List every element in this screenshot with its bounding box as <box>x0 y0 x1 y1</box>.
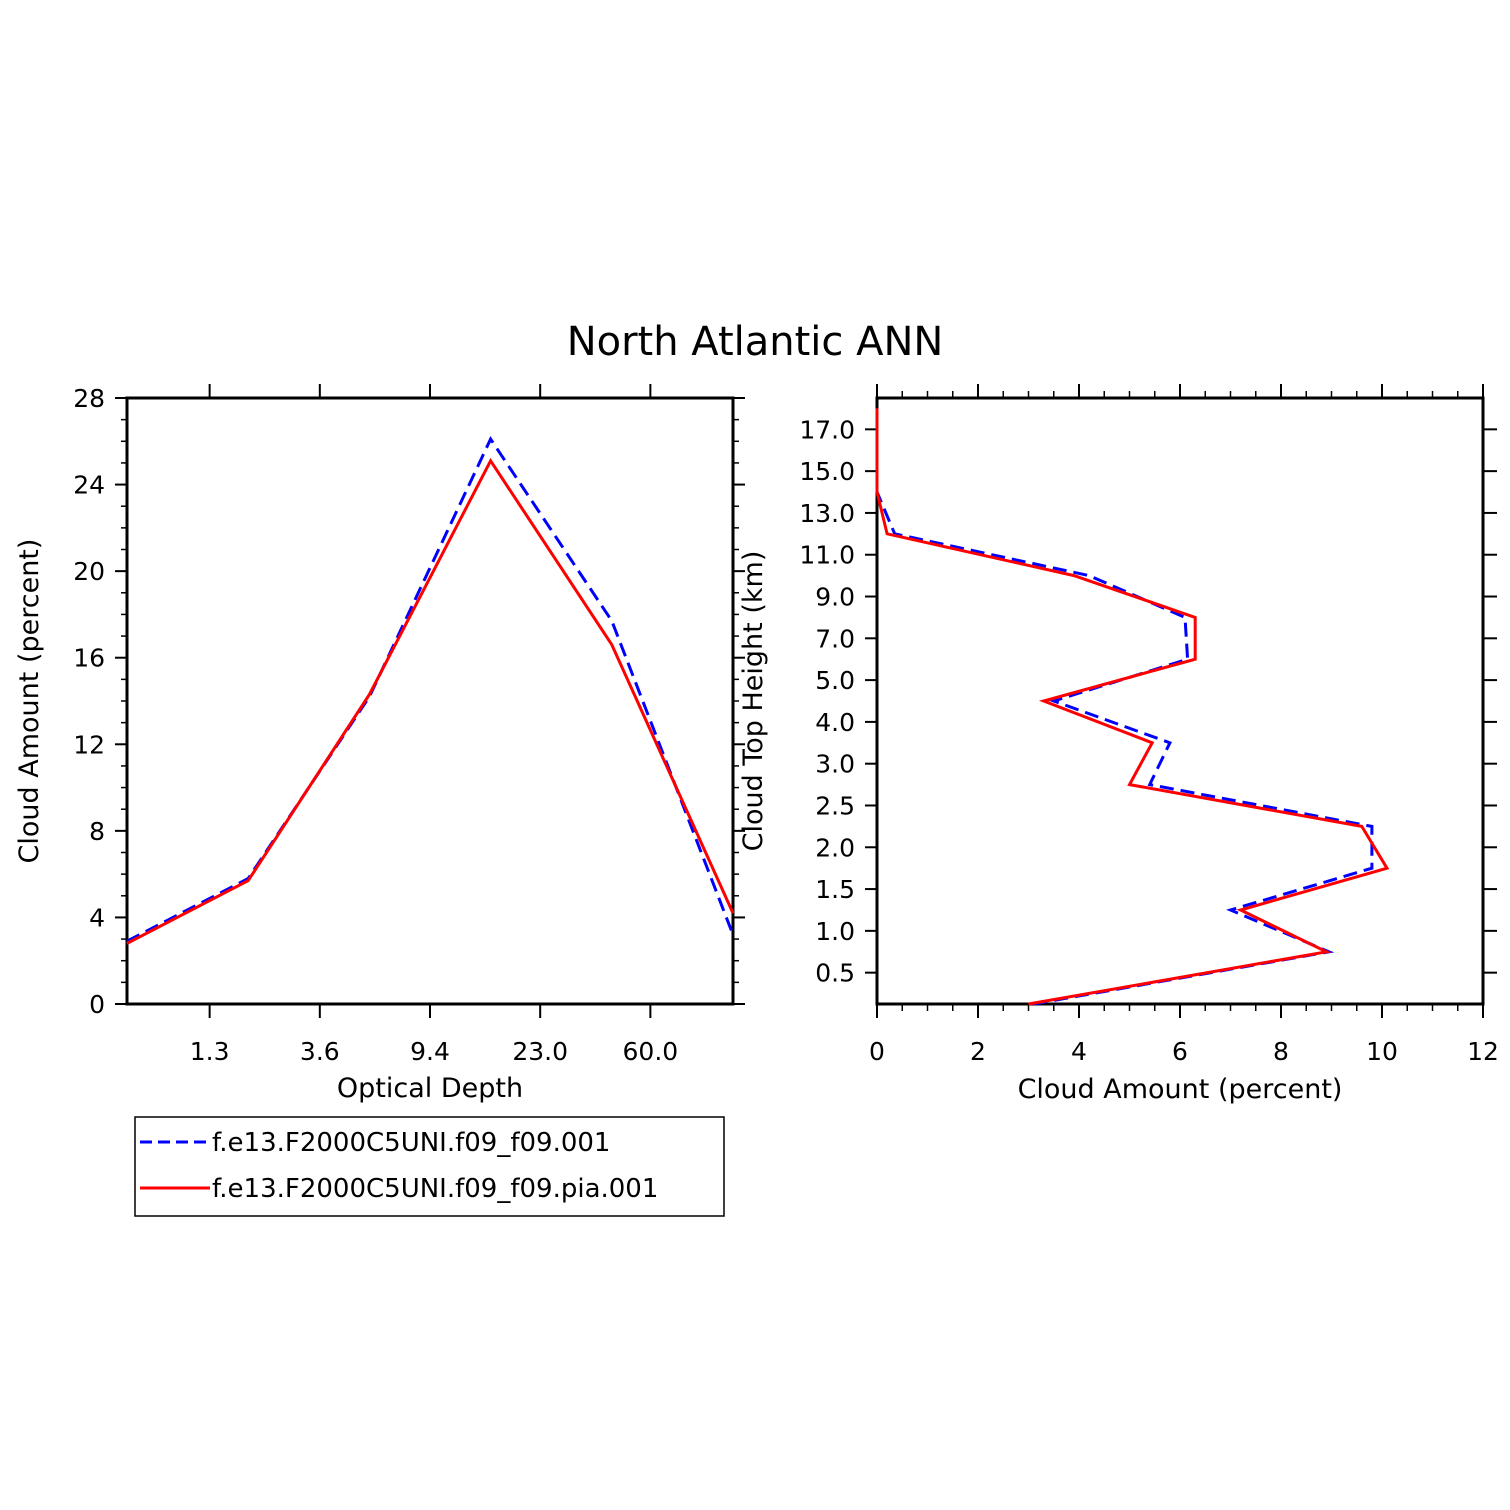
right-y-tick-label: 11.0 <box>799 541 855 570</box>
right-ticks: 0 2 4 6 8 10 12 0.5 1.0 1.5 2.0 2.5 3.0 4.0 5.0 7.0 9.0 1… <box>799 384 1499 1066</box>
right-x-tick-label: 12 <box>1467 1037 1499 1066</box>
left-ticks: 0 4 8 12 16 20 24 28 1.3 3.6 9.4 23.0 60.0 <box>73 384 745 1066</box>
right-x-tick-label: 0 <box>869 1037 885 1066</box>
left-y-tick-label: 28 <box>73 384 105 413</box>
legend: f.e13.F2000C5UNI.f09_f09.001 f.e13.F2000… <box>134 1116 725 1217</box>
right-y-tick-label: 17.0 <box>799 415 855 444</box>
left-plot-frame <box>125 396 735 1006</box>
right-y-tick-label: 15.0 <box>799 457 855 486</box>
legend-label-series-2: f.e13.F2000C5UNI.f09_f09.pia.001 <box>212 1174 658 1204</box>
right-y-tick-label: 2.0 <box>815 833 855 862</box>
right-y-tick-label: 0.5 <box>815 959 855 988</box>
right-x-tick-label: 8 <box>1273 1037 1289 1066</box>
right-y-axis-label: Cloud Top Height (km) <box>738 551 769 852</box>
left-x-tick-label: 23.0 <box>512 1037 568 1066</box>
right-series-2-line <box>875 408 1390 1006</box>
right-series-1-line <box>875 408 1374 1006</box>
left-x-axis-label: Optical Depth <box>337 1073 523 1104</box>
left-series <box>126 436 735 945</box>
left-x-tick-label: 3.6 <box>300 1037 340 1066</box>
legend-label-series-1: f.e13.F2000C5UNI.f09_f09.001 <box>212 1128 610 1158</box>
right-y-tick-label: 2.5 <box>815 791 855 820</box>
right-x-tick-label: 6 <box>1172 1037 1188 1066</box>
left-x-tick-label: 60.0 <box>623 1037 679 1066</box>
right-x-tick-label: 10 <box>1366 1037 1398 1066</box>
left-series-1-line <box>126 436 735 943</box>
right-y-tick-label: 3.0 <box>815 750 855 779</box>
left-x-tick-label: 9.4 <box>410 1037 450 1066</box>
left-series-2-line <box>126 457 735 945</box>
left-y-tick-label: 4 <box>89 903 105 932</box>
right-y-tick-label: 5.0 <box>815 666 855 695</box>
right-y-tick-label: 1.0 <box>815 917 855 946</box>
right-y-tick-label: 9.0 <box>815 583 855 612</box>
left-x-tick-label: 1.3 <box>190 1037 230 1066</box>
right-series <box>875 408 1390 1006</box>
figure-title: North Atlantic ANN <box>567 319 944 365</box>
left-y-axis-label: Cloud Amount (percent) <box>14 539 45 864</box>
right-plot-frame <box>875 396 1485 1006</box>
right-panel: 0 2 4 6 8 10 12 0.5 1.0 1.5 2.0 2.5 3.0 4.0 5.0 7.0 9.0 1… <box>738 384 1499 1105</box>
left-y-tick-label: 0 <box>89 990 105 1019</box>
right-y-tick-label: 13.0 <box>799 499 855 528</box>
legend-box <box>134 1116 725 1217</box>
left-y-tick-label: 20 <box>73 557 105 586</box>
right-y-tick-label: 7.0 <box>815 624 855 653</box>
left-y-tick-label: 16 <box>73 644 105 673</box>
right-x-tick-label: 2 <box>970 1037 986 1066</box>
left-y-tick-label: 24 <box>73 471 105 500</box>
right-y-tick-label: 4.0 <box>815 708 855 737</box>
left-y-tick-label: 8 <box>89 817 105 846</box>
right-y-tick-label: 1.5 <box>815 875 855 904</box>
right-x-axis-label: Cloud Amount (percent) <box>1018 1074 1343 1105</box>
left-panel: 0 4 8 12 16 20 24 28 1.3 3.6 9.4 23.0 60.0 Optical D… <box>14 384 745 1104</box>
left-y-tick-label: 12 <box>73 730 105 759</box>
right-x-tick-label: 4 <box>1071 1037 1087 1066</box>
